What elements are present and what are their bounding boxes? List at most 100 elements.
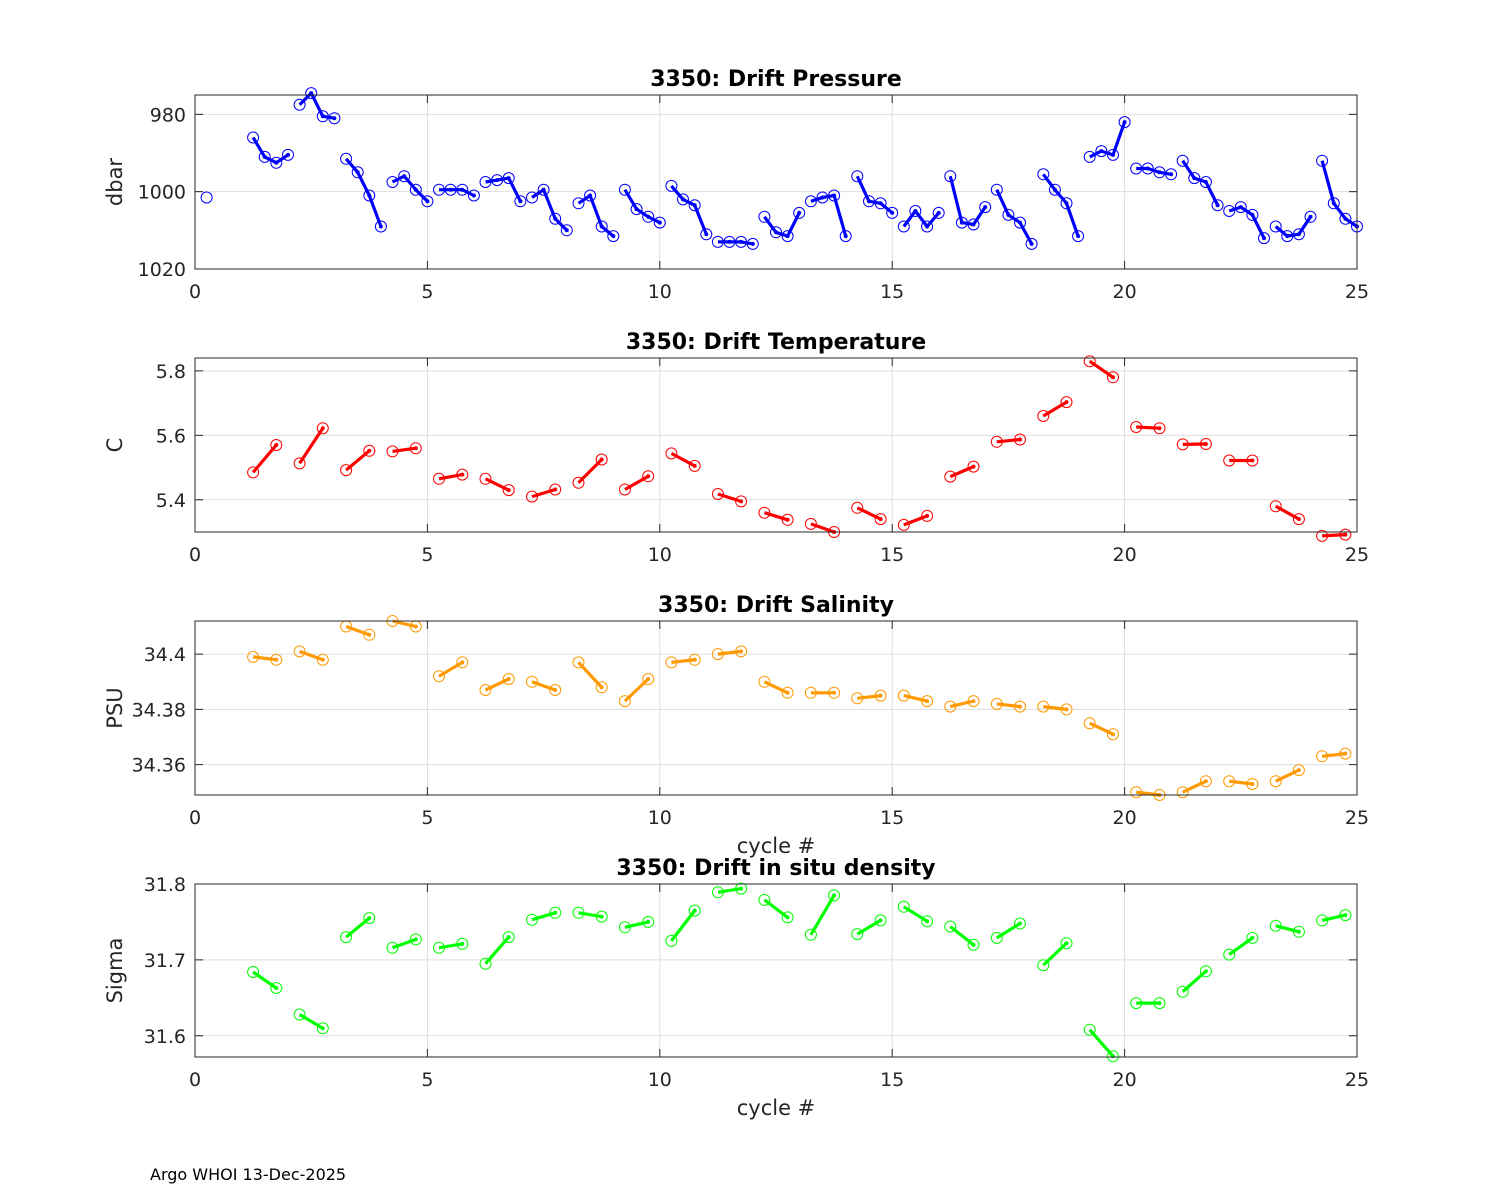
data-point: [328, 112, 341, 125]
data-point: [247, 466, 260, 479]
data-point-dot: [553, 487, 558, 492]
data-point: [909, 205, 922, 217]
data-point-dot: [646, 214, 651, 219]
x-tick-label: 0: [189, 1069, 201, 1091]
data-point: [618, 695, 631, 708]
data-point-dot: [553, 688, 558, 692]
data-point-dot: [599, 914, 604, 919]
data-point-dot: [1192, 176, 1197, 181]
data-point-dot: [1064, 400, 1069, 405]
data-point-dot: [413, 187, 418, 192]
data-point: [1118, 116, 1131, 129]
data-point: [502, 484, 515, 497]
x-tick-label: 15: [880, 1069, 904, 1091]
data-point: [851, 501, 864, 514]
data-point-dot: [1099, 149, 1104, 154]
data-point: [758, 675, 771, 688]
data-point: [944, 470, 957, 483]
data-point-dot: [1250, 458, 1255, 463]
data-point: [618, 183, 631, 196]
data-point-dot: [739, 886, 744, 891]
data-point: [1223, 948, 1236, 961]
y-tick-label: 980: [150, 104, 186, 126]
chart-panel-3: 0 5 10 15 20 25 34.36 34.38 34.4 3350: Drift Sali…: [103, 593, 1369, 858]
series-line: [857, 694, 881, 700]
data-point: [502, 931, 515, 944]
plot-area: [195, 621, 1357, 795]
y-tick-label: 34.36: [132, 755, 186, 777]
data-point-dot: [1296, 517, 1301, 522]
data-point: [456, 468, 469, 481]
y-tick-label: 1000: [138, 182, 186, 204]
data-point: [1327, 197, 1340, 210]
data-point: [340, 152, 353, 165]
data-point: [1269, 775, 1282, 788]
y-tick-label: 31.6: [144, 1026, 186, 1048]
data-point: [1339, 212, 1352, 225]
data-point: [642, 915, 655, 928]
series-line: [252, 970, 278, 990]
series-line: [1088, 359, 1114, 379]
series-line: [1275, 924, 1300, 934]
data-point: [1199, 965, 1212, 978]
data-point-dot: [460, 941, 465, 946]
data-point-dot: [1343, 913, 1348, 918]
data-point: [1269, 919, 1282, 932]
data-point: [340, 464, 353, 477]
data-point-dot: [274, 986, 279, 990]
y-axis-label: Sigma: [103, 938, 127, 1004]
data-point: [1153, 422, 1166, 435]
data-point: [990, 931, 1003, 944]
x-tick-label: 25: [1345, 1069, 1369, 1091]
data-point-dot: [692, 203, 697, 208]
axes-box: [194, 883, 1358, 1058]
data-point-dot: [681, 197, 685, 202]
data-point: [433, 670, 445, 683]
data-point: [642, 210, 655, 223]
data-point: [1130, 997, 1143, 1010]
y-axis-label: dbar: [103, 158, 127, 207]
data-point: [979, 201, 992, 214]
data-point-dot: [367, 632, 372, 637]
series-line: [856, 919, 882, 936]
data-point-dot: [1111, 152, 1115, 157]
data-point: [1083, 717, 1096, 730]
data-point: [1176, 985, 1189, 998]
plot-area: [195, 358, 1357, 532]
series-line: [392, 446, 417, 453]
data-point-dot: [774, 230, 778, 235]
data-point: [874, 689, 887, 702]
data-point: [944, 170, 957, 183]
data-point: [549, 212, 562, 225]
series-line: [1322, 533, 1346, 538]
series-line: [577, 193, 615, 238]
data-point: [804, 517, 817, 530]
series-line: [763, 511, 789, 522]
data-point-dot: [797, 210, 802, 215]
data-point-dot: [1262, 236, 1266, 241]
data-point: [711, 235, 724, 248]
data-point: [595, 220, 608, 233]
data-point-dot: [727, 239, 732, 244]
data-point: [479, 957, 492, 970]
y-tick-label: 34.38: [132, 699, 186, 721]
data-point: [1060, 396, 1073, 409]
chart-panel-2: 0 5 10 15 20 25 5.4 5.6 5.8 3350: Drift Temperatu…: [103, 330, 1369, 566]
data-point: [409, 933, 422, 946]
data-point: [1269, 220, 1282, 233]
series-line: [902, 905, 928, 923]
data-point-dot: [1296, 929, 1301, 934]
x-tick-label: 10: [648, 807, 672, 829]
data-point-dot: [460, 472, 465, 477]
data-point: [293, 457, 306, 470]
data-point: [1211, 199, 1224, 212]
series-line: [1321, 913, 1346, 922]
series-line: [856, 506, 882, 521]
data-point-dot: [1285, 234, 1290, 239]
data-point-dot: [971, 464, 976, 469]
chart-panel-1: 0 5 10 15 20 25 980 1000 1020 3350: Drift Pressur…: [103, 67, 1369, 303]
x-tick-label: 15: [880, 281, 904, 303]
data-point: [433, 183, 445, 196]
series-line: [949, 465, 975, 479]
data-point: [1060, 197, 1073, 210]
